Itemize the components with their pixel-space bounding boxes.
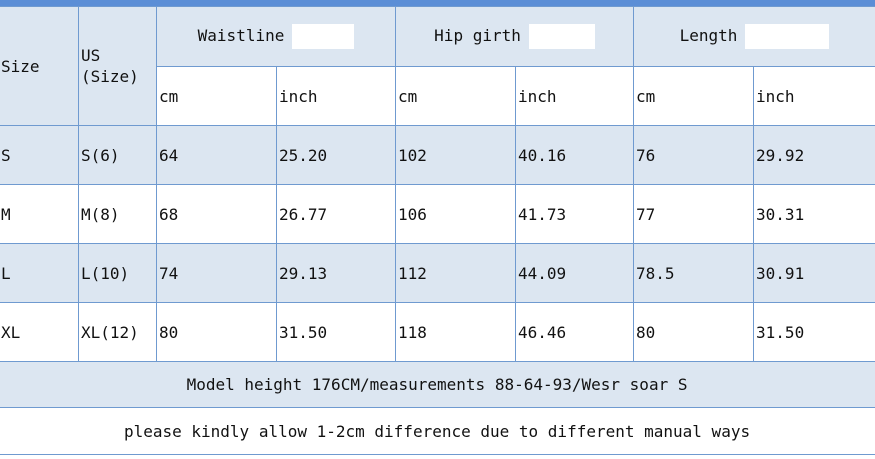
size-cell: L — [0, 243, 79, 303]
hip-inch-cell: 46.46 — [515, 302, 635, 362]
hip-cm-cell: 118 — [395, 302, 517, 362]
header-us-size-label: (Size) — [81, 67, 139, 86]
waist-cm-cell: 80 — [156, 302, 277, 362]
length-inch-cell: 29.92 — [753, 125, 875, 185]
header-us-size: US (Size) — [78, 6, 157, 126]
length-label: Length — [679, 26, 738, 45]
unit-cell: cm — [633, 66, 755, 126]
length-inch-cell: 31.50 — [753, 302, 875, 362]
difference-note: please kindly allow 1-2cm difference due… — [0, 407, 875, 455]
us-size-cell: M(8) — [78, 184, 157, 244]
header-size: Size — [0, 6, 79, 126]
size-chart-table: Size US (Size) Waistline Hip girth Lengt… — [0, 6, 875, 455]
unit-cell: inch — [275, 66, 397, 126]
model-note: Model height 176CM/measurements 88-64-93… — [0, 361, 875, 408]
size-cell: M — [0, 184, 79, 244]
waist-cm-cell: 64 — [156, 125, 277, 185]
hip-cm-cell: 112 — [395, 243, 517, 303]
waist-cm-cell: 68 — [156, 184, 277, 244]
size-cell: XL — [0, 302, 79, 362]
waist-inch-cell: 31.50 — [275, 302, 397, 362]
table-row: XL XL(12) 80 31.50 118 46.46 80 31.50 — [0, 302, 875, 362]
header-hip-girth: Hip girth — [395, 6, 635, 67]
unit-row: cm inch cm inch cm inch — [0, 66, 875, 126]
hip-girth-blank-box — [528, 24, 595, 49]
length-inch-cell: 30.91 — [753, 243, 875, 303]
model-note-row: Model height 176CM/measurements 88-64-93… — [0, 361, 875, 408]
table-row: M M(8) 68 26.77 106 41.73 77 30.31 — [0, 184, 875, 244]
table-row: L L(10) 74 29.13 112 44.09 78.5 30.91 — [0, 243, 875, 303]
us-size-cell: XL(12) — [78, 302, 157, 362]
waistline-label: Waistline — [197, 26, 285, 45]
hip-inch-cell: 41.73 — [515, 184, 635, 244]
length-inch-cell: 30.31 — [753, 184, 875, 244]
hip-cm-cell: 102 — [395, 125, 517, 185]
hip-inch-cell: 44.09 — [515, 243, 635, 303]
header-row: Size US (Size) Waistline Hip girth Lengt… — [0, 6, 875, 126]
top-border-bar — [0, 0, 875, 6]
length-cm-cell: 80 — [633, 302, 755, 362]
us-size-cell: L(10) — [78, 243, 157, 303]
unit-cell: cm — [395, 66, 517, 126]
hip-cm-cell: 106 — [395, 184, 517, 244]
difference-note-row: please kindly allow 1-2cm difference due… — [0, 407, 875, 455]
length-blank-box — [745, 24, 830, 49]
waist-cm-cell: 74 — [156, 243, 277, 303]
hip-inch-cell: 40.16 — [515, 125, 635, 185]
unit-cell: inch — [753, 66, 875, 126]
waist-inch-cell: 29.13 — [275, 243, 397, 303]
size-cell: S — [0, 125, 79, 185]
waistline-blank-box — [292, 24, 355, 49]
header-us-label: US — [81, 46, 101, 65]
hip-girth-label: Hip girth — [434, 26, 521, 45]
unit-cell: cm — [156, 66, 277, 126]
unit-cell: inch — [515, 66, 635, 126]
length-cm-cell: 76 — [633, 125, 755, 185]
us-size-cell: S(6) — [78, 125, 157, 185]
waist-inch-cell: 25.20 — [275, 125, 397, 185]
table-row: S S(6) 64 25.20 102 40.16 76 29.92 — [0, 125, 875, 185]
length-cm-cell: 78.5 — [633, 243, 755, 303]
header-waistline: Waistline — [155, 6, 397, 67]
length-cm-cell: 77 — [633, 184, 755, 244]
header-length: Length — [633, 6, 875, 67]
waist-inch-cell: 26.77 — [275, 184, 397, 244]
